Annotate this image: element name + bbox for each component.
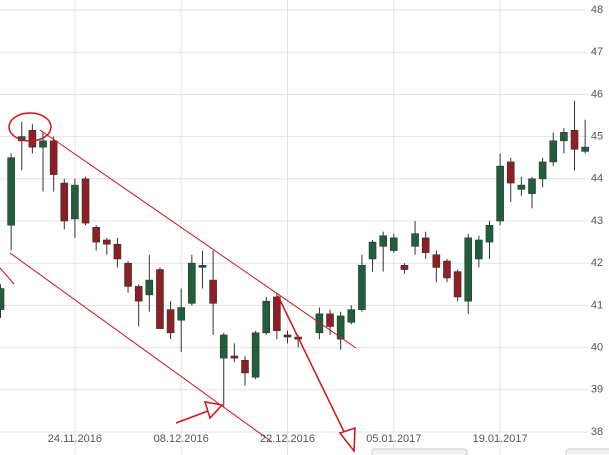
candle-body [251,332,260,378]
candle-body [198,265,207,268]
y-tick-label: 45 [591,131,603,143]
candle-body [283,334,292,338]
arrow-shaft [277,295,349,441]
highlight-circle [8,112,52,142]
candle-body [528,178,536,194]
y-tick-label: 42 [591,257,603,269]
channel-lower [9,252,273,443]
candle-body [39,140,47,148]
candle-body [549,140,558,163]
channel-upper [39,129,357,349]
candle-body [336,315,345,340]
candle-body [71,184,79,220]
grid [0,0,588,455]
candle-body [432,254,441,268]
candle-body [156,269,164,329]
candle-body [390,237,398,251]
candle-body [28,129,37,148]
candle-body [538,161,547,180]
candle-body [81,178,90,224]
y-tick-label: 44 [591,173,603,185]
y-tick-label: 38 [591,426,603,438]
candle-body [358,265,366,310]
candle-body [188,262,196,304]
y-tick-label: 39 [591,384,603,396]
candle-body [347,309,356,323]
candle-body [241,359,249,374]
candle-body [570,129,579,150]
candle-body [103,239,111,245]
annotations [0,112,357,454]
y-tick-label: 43 [591,215,603,227]
x-tick-label: 22.12.2016 [260,433,315,445]
x-tick-label: 08.12.2016 [154,433,209,445]
candle-body [379,235,387,247]
candle-body [60,182,69,222]
arrow-head [338,426,356,454]
y-tick-label: 47 [591,46,603,58]
x-tick-label: 24.11.2016 [48,433,102,445]
candle-body [177,307,186,321]
candle-body [262,300,271,334]
candle-body [485,224,494,243]
x-tick-label: 19.01.2017 [473,433,528,445]
candle-body [421,237,430,253]
candle-body [475,239,483,260]
candle-body [368,241,377,260]
candle-body [453,271,462,298]
candle-body [517,184,526,190]
candle-body [464,237,473,302]
candle-body [496,165,504,222]
candle-body [0,288,5,310]
y-tick-label: 46 [591,88,603,100]
candle-body [166,309,175,334]
toolbar-tab[interactable] [565,448,609,455]
candle-body [124,262,132,287]
candle-body [134,286,143,302]
y-tick-label: 41 [591,299,603,311]
candle-body [581,146,589,152]
candle-body [506,161,515,184]
candle-body [113,243,122,260]
toolbar-tab[interactable] [371,448,468,455]
candle-body [145,279,154,296]
candle-body [209,279,217,304]
candle-body [443,260,451,279]
candle-body [273,296,281,332]
candle-body [326,313,334,327]
candle-body [400,265,409,270]
y-tick-label: 48 [591,4,603,16]
candle-body [560,132,568,142]
candle-body [49,140,58,175]
channel-stub [0,267,15,285]
arrow-head [203,401,224,420]
candle-body [92,227,100,243]
candle-body [7,157,15,226]
candle-body [219,334,228,359]
x-tick-label: 05.01.2017 [366,433,421,445]
candles [0,100,589,407]
y-tick-label: 40 [591,342,603,354]
candle-body [411,233,419,247]
candle-body [230,355,239,359]
